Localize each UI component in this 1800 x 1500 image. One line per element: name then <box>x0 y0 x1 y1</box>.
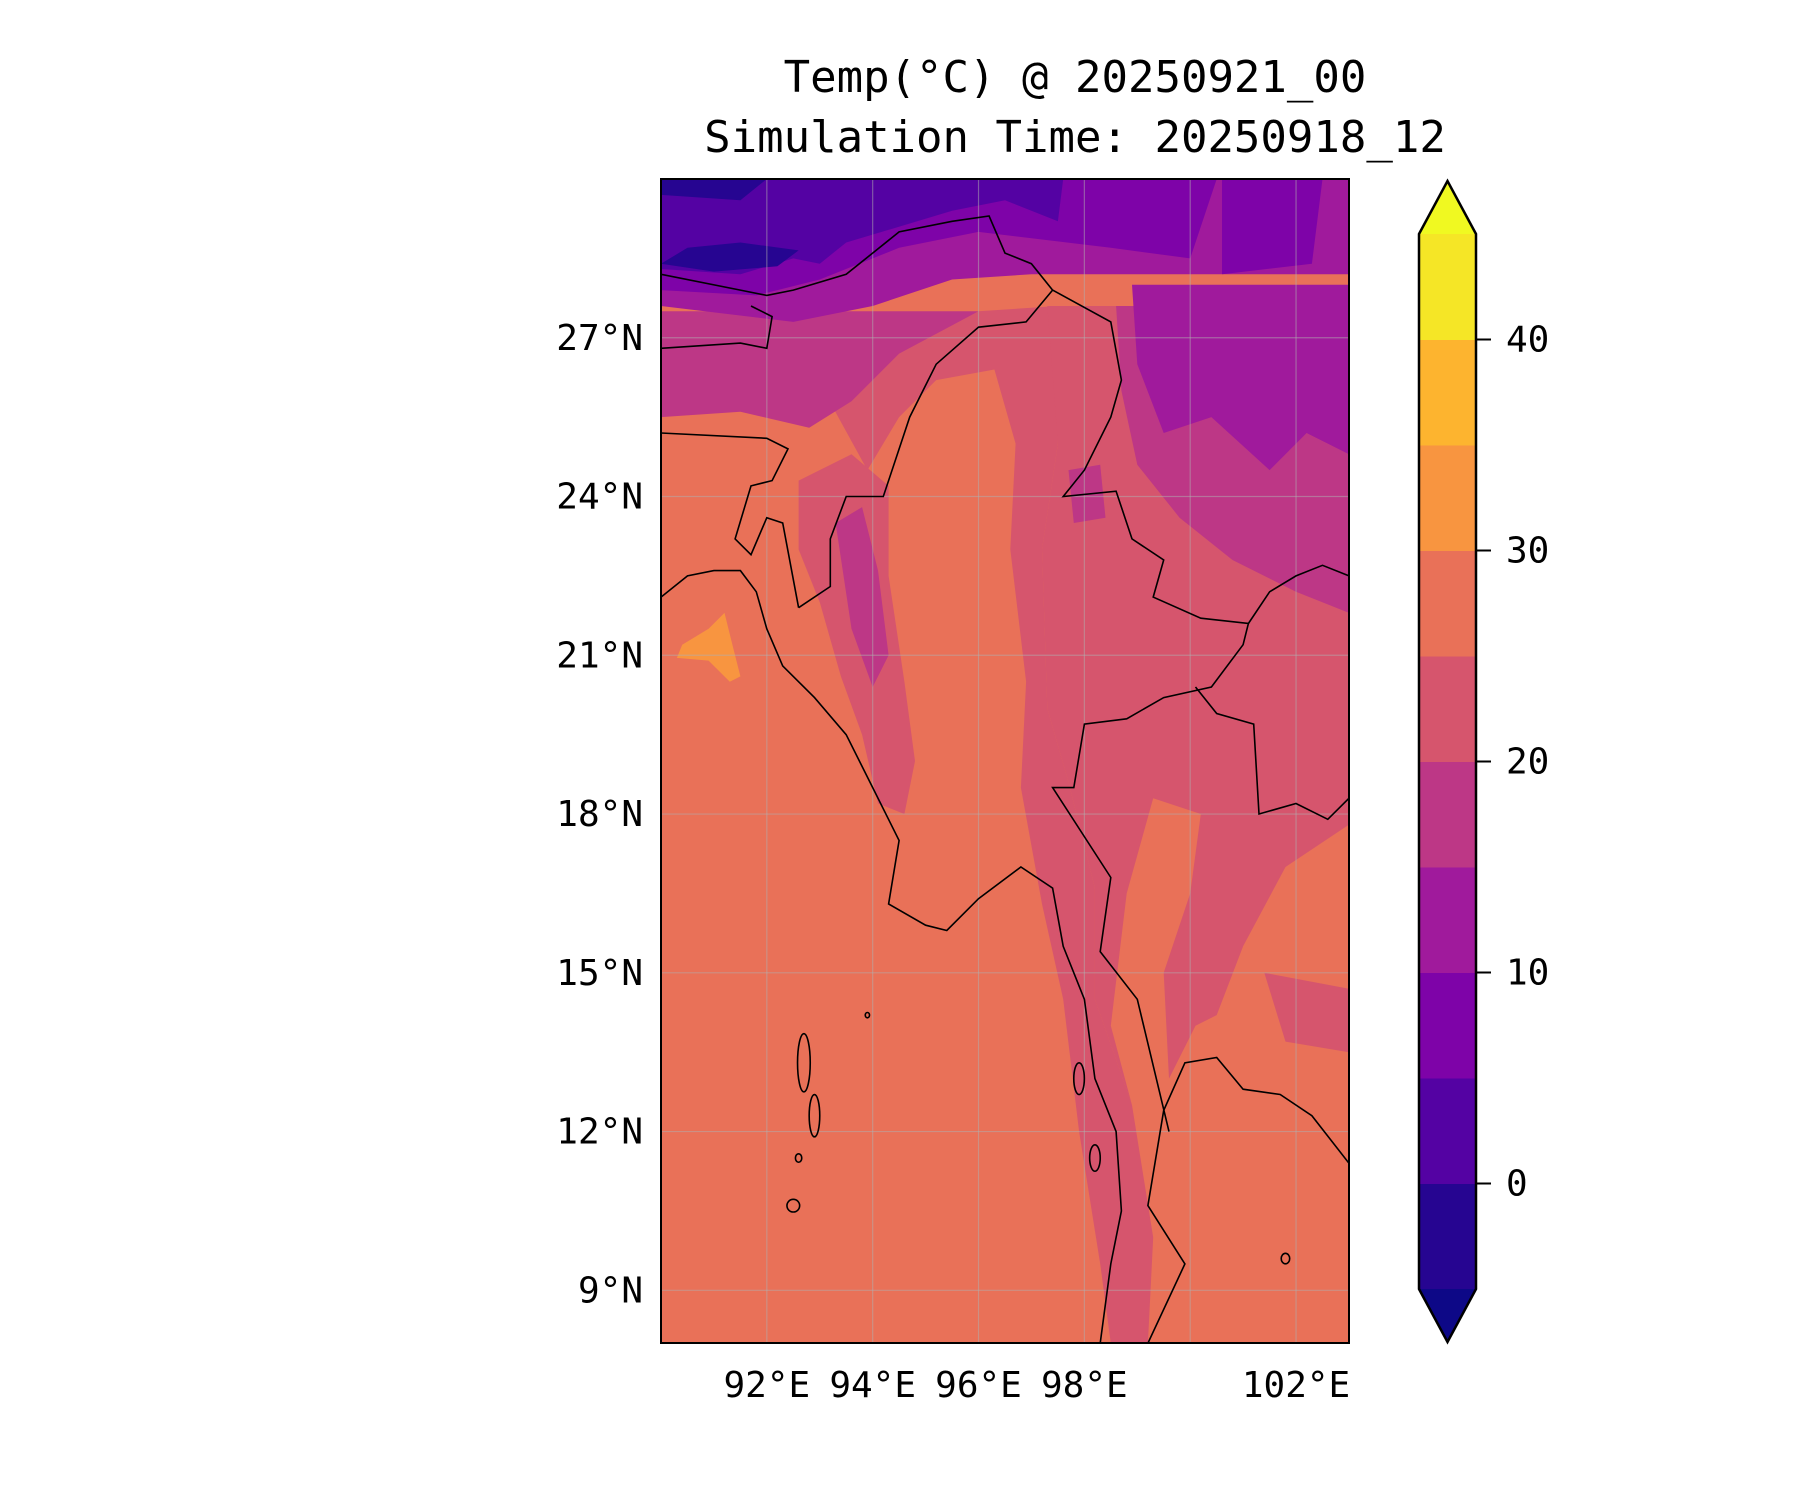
colorbar-tick-label: 0 <box>1506 1164 1528 1205</box>
boundary-line <box>661 569 1123 1343</box>
field-15-20 <box>835 507 889 687</box>
field--5-0 <box>661 179 767 201</box>
boundary-line <box>1194 686 1349 821</box>
field-15-20 <box>661 311 979 428</box>
colorbar-bin <box>1419 445 1476 551</box>
field--5-0 <box>661 242 799 272</box>
field-30-35 <box>676 612 741 682</box>
x-tick-label: 92°E <box>723 1365 810 1406</box>
colorbar-tick-label: 30 <box>1506 531 1549 572</box>
island-outline <box>1280 1252 1291 1265</box>
chart-title: Temp(°C) @ 20250921_00 <box>783 52 1367 103</box>
field-5-10 <box>1222 179 1323 275</box>
colorbar-bin <box>1419 550 1476 657</box>
boundary-line <box>661 305 773 350</box>
x-axis-ticks: 92°E 94°E 96°E 98°E 102°E <box>723 1365 1350 1406</box>
colorbar-bin <box>1419 867 1476 973</box>
y-tick-label: 12°N <box>556 1112 643 1153</box>
colorbar-bin <box>1419 656 1476 762</box>
boundary-line <box>1147 1056 1349 1343</box>
boundary-line <box>661 432 800 608</box>
y-tick-label: 27°N <box>556 318 643 359</box>
colorbar-outline <box>1417 178 1478 1345</box>
chart-subtitle: Simulation Time: 20250918_12 <box>704 112 1446 163</box>
boundary-line <box>1247 564 1349 624</box>
colorbar-bin <box>1419 339 1476 446</box>
colorbar-tick-label: 20 <box>1506 742 1549 783</box>
colorbar-bin <box>1419 1183 1476 1290</box>
boundary-line <box>798 289 1054 609</box>
colorbar-extend-max <box>1419 181 1476 234</box>
colorbar-extend-min <box>1419 1289 1476 1342</box>
island-outline <box>796 1032 812 1093</box>
y-axis-ticks: 27°N 24°N 21°N 18°N 15°N 12°N 9°N <box>556 318 643 1312</box>
island-outline <box>808 1093 821 1138</box>
temperature-field <box>661 179 1349 1343</box>
field-20-25 <box>1264 972 1349 1053</box>
x-tick-label: 96°E <box>935 1365 1022 1406</box>
y-tick-label: 21°N <box>556 635 643 676</box>
y-tick-label: 24°N <box>556 477 643 518</box>
colorbar-tick-label: 40 <box>1506 320 1549 361</box>
x-tick-label: 98°E <box>1041 1365 1128 1406</box>
y-tick-label: 9°N <box>578 1270 643 1311</box>
colorbar-bin <box>1419 1078 1476 1184</box>
gridlines <box>661 179 1349 1343</box>
y-tick-label: 15°N <box>556 953 643 994</box>
colorbar-bin <box>1419 234 1476 340</box>
colorbar: 0 10 20 30 40 <box>1417 178 1549 1345</box>
map-frame <box>660 178 1350 1344</box>
island-outline <box>794 1152 803 1164</box>
field-10-15 <box>1132 284 1349 471</box>
boundary-line <box>661 215 1054 297</box>
island-outline <box>786 1198 801 1213</box>
colorbar-bin <box>1419 972 1476 1079</box>
x-tick-label: 94°E <box>829 1365 916 1406</box>
colorbar-bin <box>1419 761 1476 868</box>
coastlines-borders <box>661 215 1349 1343</box>
field-20-25 <box>809 306 1154 1343</box>
colorbar-tick-label: 10 <box>1506 953 1549 994</box>
x-tick-label: 102°E <box>1242 1365 1350 1406</box>
island-outline <box>864 1011 871 1019</box>
y-tick-label: 18°N <box>556 794 643 835</box>
island-outline <box>1088 1143 1102 1173</box>
island-outline <box>1072 1061 1086 1096</box>
